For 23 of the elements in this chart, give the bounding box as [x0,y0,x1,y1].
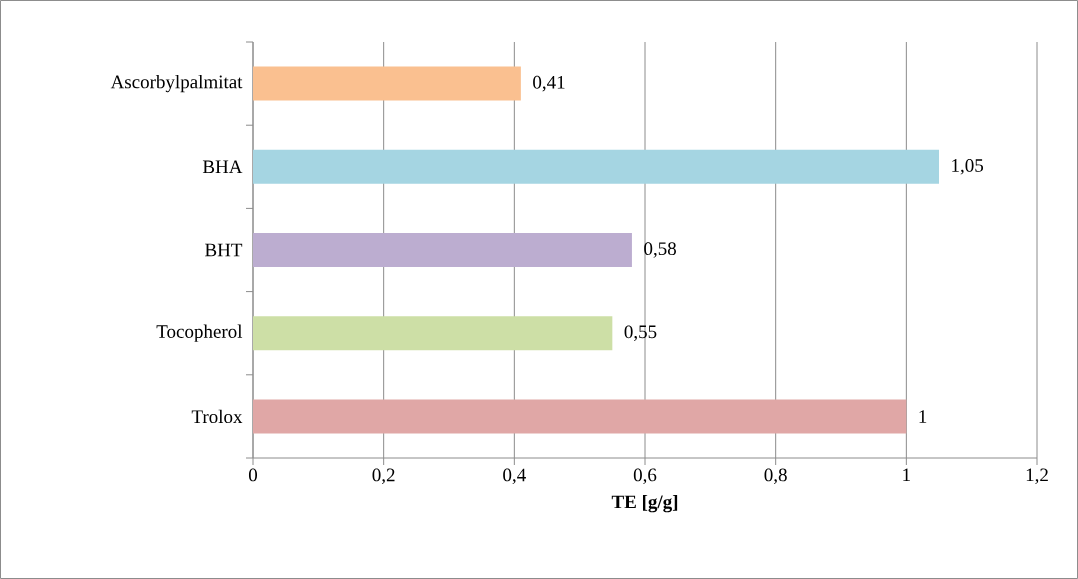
x-tick-label: 1 [903,468,910,482]
x-tick-label: 0,8 [764,468,787,485]
x-tick-label: 0,4 [503,468,526,485]
data-label: 0,58 [644,242,676,258]
bar [253,316,613,351]
x-tick-label: 1,2 [1026,468,1048,485]
bar [253,399,907,434]
bar [253,66,521,101]
x-tick-label: 0 [248,468,258,482]
y-tick-label: Ascorbylpalmitat [110,74,243,93]
y-tick-label: Tocopherol [156,324,243,342]
y-tick-label: BHT [205,243,243,257]
data-label: 0,41 [533,75,565,92]
x-tick-label: 0,6 [633,468,657,485]
y-tick-label: Trolox [191,409,243,424]
bar [253,233,632,267]
data-label: 1,05 [952,159,984,175]
x-tick-label: 0,2 [372,468,395,485]
bar [253,149,940,184]
data-label: 1 [919,410,927,423]
data-label: 0,55 [624,325,657,341]
x-axis-title: TE [g/g] [611,494,678,513]
y-tick-label: BHA [202,160,243,174]
